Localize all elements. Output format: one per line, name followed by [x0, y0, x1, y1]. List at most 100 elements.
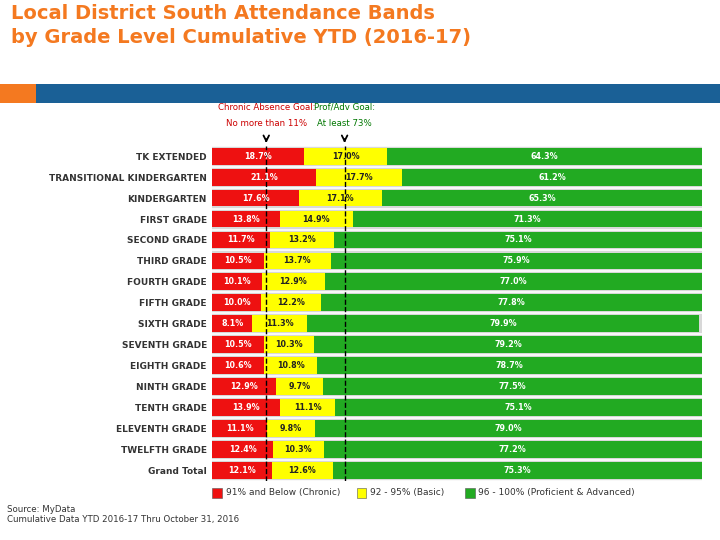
- Text: 10.5%: 10.5%: [225, 340, 252, 349]
- Bar: [212, 399, 281, 416]
- Text: 10.3%: 10.3%: [284, 445, 312, 454]
- Bar: [465, 488, 474, 498]
- Text: 10.3%: 10.3%: [275, 340, 303, 349]
- Text: 11.1%: 11.1%: [226, 424, 253, 433]
- Bar: [325, 273, 702, 290]
- Bar: [356, 488, 366, 498]
- Bar: [333, 462, 702, 478]
- Text: Source: MyData
Cumulative Data YTD 2016-17 Thru October 31, 2016: Source: MyData Cumulative Data YTD 2016-…: [7, 505, 239, 524]
- Bar: [353, 211, 702, 227]
- Bar: [212, 211, 280, 227]
- Bar: [212, 190, 299, 206]
- Text: 79.0%: 79.0%: [495, 424, 522, 433]
- Text: 10.8%: 10.8%: [277, 361, 305, 370]
- Bar: [212, 336, 264, 353]
- Bar: [212, 441, 273, 457]
- Text: 61.2%: 61.2%: [539, 173, 566, 181]
- Text: 11.3%: 11.3%: [266, 319, 294, 328]
- Bar: [271, 462, 333, 478]
- Bar: [212, 148, 304, 165]
- Bar: [273, 441, 323, 457]
- Text: 65.3%: 65.3%: [528, 194, 556, 202]
- Text: 75.3%: 75.3%: [504, 465, 531, 475]
- Bar: [212, 462, 271, 478]
- Text: 12.6%: 12.6%: [289, 465, 316, 475]
- Bar: [0, 84, 36, 103]
- Text: 96 - 100% (Proficient & Advanced): 96 - 100% (Proficient & Advanced): [479, 488, 635, 497]
- Bar: [314, 336, 702, 353]
- Bar: [304, 148, 387, 165]
- Text: 11.7%: 11.7%: [228, 235, 255, 245]
- Text: 9.7%: 9.7%: [288, 382, 310, 391]
- Text: 75.9%: 75.9%: [503, 256, 531, 265]
- Bar: [276, 378, 323, 395]
- Text: 79.9%: 79.9%: [489, 319, 517, 328]
- Text: 12.1%: 12.1%: [228, 465, 256, 475]
- Text: 17.6%: 17.6%: [242, 194, 269, 202]
- Text: 17.0%: 17.0%: [332, 152, 359, 161]
- Text: 75.1%: 75.1%: [504, 235, 532, 245]
- Bar: [212, 420, 266, 437]
- Text: 92 - 95% (Basic): 92 - 95% (Basic): [370, 488, 444, 497]
- Text: 77.5%: 77.5%: [499, 382, 526, 391]
- Text: Local District South Attendance Bands
by Grade Level Cumulative YTD (2016-17): Local District South Attendance Bands by…: [11, 4, 471, 48]
- Text: 12.9%: 12.9%: [279, 278, 307, 286]
- Text: 21.1%: 21.1%: [250, 173, 278, 181]
- Bar: [307, 315, 698, 332]
- Bar: [280, 211, 353, 227]
- Bar: [334, 232, 702, 248]
- Bar: [270, 232, 334, 248]
- Text: Chronic Absence Goal:: Chronic Absence Goal:: [217, 103, 315, 112]
- Bar: [318, 357, 703, 374]
- Bar: [264, 253, 331, 269]
- Bar: [212, 253, 264, 269]
- Bar: [252, 315, 307, 332]
- Text: 75.1%: 75.1%: [505, 403, 533, 412]
- Bar: [212, 169, 315, 186]
- Text: 10.1%: 10.1%: [223, 278, 251, 286]
- Bar: [321, 294, 702, 311]
- Bar: [212, 488, 222, 498]
- Text: 91% and Below (Chronic): 91% and Below (Chronic): [226, 488, 341, 497]
- Bar: [212, 357, 264, 374]
- Text: 13.7%: 13.7%: [284, 256, 311, 265]
- Bar: [323, 378, 703, 395]
- Bar: [266, 420, 315, 437]
- Text: No more than 11%: No more than 11%: [225, 119, 307, 128]
- Text: 12.4%: 12.4%: [229, 445, 256, 454]
- Text: 12.2%: 12.2%: [277, 298, 305, 307]
- Bar: [299, 190, 382, 206]
- Bar: [261, 294, 321, 311]
- Text: 77.2%: 77.2%: [499, 445, 526, 454]
- Bar: [212, 378, 276, 395]
- Text: 13.9%: 13.9%: [233, 403, 260, 412]
- Bar: [212, 315, 252, 332]
- Bar: [262, 273, 325, 290]
- Bar: [331, 253, 703, 269]
- Text: 78.7%: 78.7%: [496, 361, 523, 370]
- Bar: [402, 169, 702, 186]
- Bar: [212, 294, 261, 311]
- Text: 13.8%: 13.8%: [233, 214, 260, 224]
- Text: 13.2%: 13.2%: [288, 235, 316, 245]
- Text: 11.1%: 11.1%: [294, 403, 321, 412]
- Text: 12.9%: 12.9%: [230, 382, 258, 391]
- Text: 79.2%: 79.2%: [494, 340, 522, 349]
- Text: At least 73%: At least 73%: [318, 119, 372, 128]
- Text: Prof/Adv Goal:: Prof/Adv Goal:: [314, 103, 375, 112]
- Text: 10.0%: 10.0%: [223, 298, 251, 307]
- Text: 77.0%: 77.0%: [500, 278, 527, 286]
- Bar: [387, 148, 702, 165]
- Text: 71.3%: 71.3%: [513, 214, 541, 224]
- Bar: [264, 336, 314, 353]
- Bar: [264, 357, 318, 374]
- Text: 17.7%: 17.7%: [345, 173, 373, 181]
- Text: 64.3%: 64.3%: [531, 152, 559, 161]
- Bar: [315, 420, 701, 437]
- Bar: [335, 399, 703, 416]
- Bar: [212, 232, 270, 248]
- Text: 10.5%: 10.5%: [225, 256, 252, 265]
- Bar: [315, 169, 402, 186]
- Text: 14.9%: 14.9%: [302, 214, 330, 224]
- Bar: [323, 441, 701, 457]
